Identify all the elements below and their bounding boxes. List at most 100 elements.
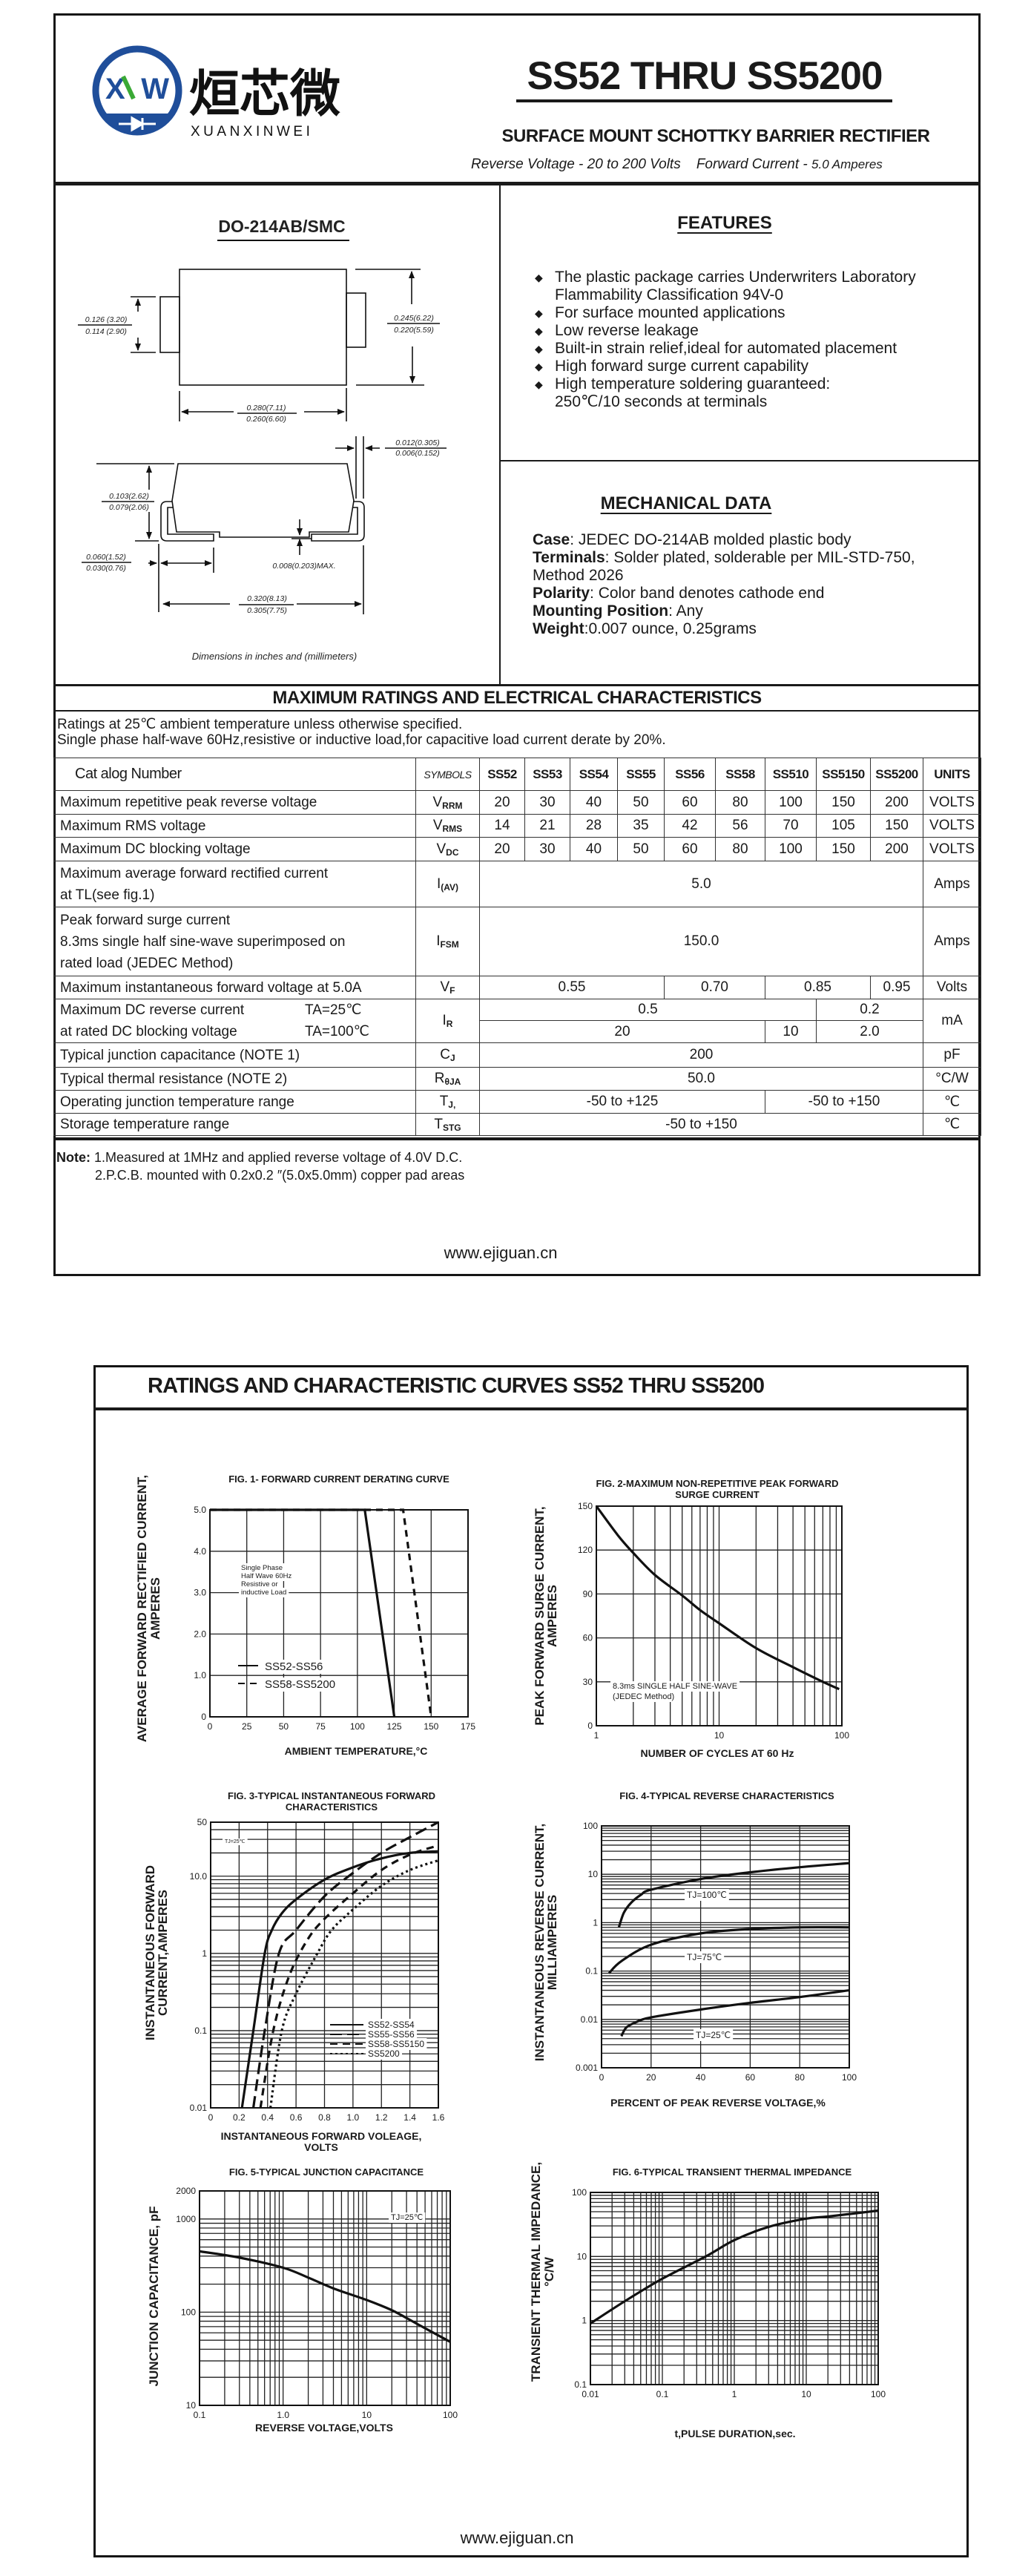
mechanical-key: Weight (533, 620, 584, 637)
y-tick-label: 3.0 (194, 1588, 206, 1598)
row-label-line: at TL(see fig.1) (60, 887, 155, 903)
symbol-main: C (440, 1047, 451, 1062)
x-axis-label: VOLTS (304, 2141, 338, 2153)
mechanical-key: Case (533, 531, 570, 548)
label-background (366, 2028, 418, 2040)
y-tick-label: 10 (577, 2251, 587, 2261)
feature-text: High forward surge current capability (555, 358, 808, 375)
y-axis-label: INSTANTANEOUS REVERSE CURRENT, (533, 1824, 547, 2062)
y-tick-label: 10 (588, 1869, 599, 1879)
header-divider (53, 182, 981, 185)
package-title: DO-214AB/SMC (218, 217, 345, 236)
row-value: 40 (570, 790, 618, 815)
dim-lead-width-max: 0.126 (3.20) (85, 315, 128, 324)
package-drawing: DO-214AB/SMC 0.126 (3.20) 0.114 (2.90) 0… (78, 217, 447, 662)
symbol-subscript: FSM (440, 939, 459, 950)
row-unit: °C/W (923, 1067, 981, 1091)
legend-label: SS55-SS56 (368, 2029, 415, 2040)
mechanical-value: : JEDEC DO-214AB molded plastic body (570, 531, 852, 548)
symbol-subscript: RRM (442, 800, 463, 811)
row-label-text: Maximum DC reverse current (60, 1002, 245, 1018)
x-tick-label: 100 (443, 2410, 458, 2420)
dim-lead-length-min: 0.030(0.76) (86, 564, 126, 573)
logo-chinese-name: 烜芯微 (189, 66, 340, 122)
row-label-line: Storage temperature range (60, 1117, 230, 1132)
ratings-condition-2: Single phase half-wave 60Hz,resistive or… (57, 732, 666, 748)
symbol-subscript: θJA (444, 1077, 461, 1087)
row-value: 200 (870, 837, 923, 861)
y-axis-label: AMPERES (545, 1585, 559, 1647)
series-line-ss52-ss54 (240, 1850, 439, 2109)
dim-lead-width-min: 0.114 (2.90) (85, 327, 127, 336)
x-tick-label: 1 (732, 2389, 737, 2399)
series-line-curve (590, 2209, 879, 2324)
x-tick-label: 100 (834, 1730, 849, 1741)
row-value: 0.95 (870, 976, 923, 999)
chart-annotation: TJ=25℃ (391, 2213, 423, 2222)
x-tick-label: 0.8 (318, 2112, 331, 2123)
x-tick-label: 150 (424, 1721, 438, 1732)
x-tick-label: 60 (745, 2072, 756, 2083)
row-value: 56 (715, 814, 765, 838)
row-label-line: Maximum average forward rectified curren… (60, 865, 329, 881)
x-tick-label: 125 (387, 1721, 402, 1732)
chart-annotation: inductive Load (241, 1588, 286, 1597)
plot-frame (596, 1505, 843, 1726)
feature-text: Built-in strain relief,ideal for automat… (555, 340, 897, 357)
row-label: Peak forward surge current 8.3ms single h… (53, 907, 416, 976)
feature-text: The plastic package carries Underwriters… (555, 269, 916, 286)
row-unit: ℃ (923, 1113, 981, 1136)
x-tick-label: 75 (315, 1721, 326, 1732)
forward-current-value: 5.0 Amperes (811, 157, 883, 171)
row-label: Typical junction capacitance (NOTE 1) (53, 1042, 416, 1068)
part-range-title: SS52 THRU SS5200 (527, 54, 883, 98)
forward-current-label: Forward Current - (696, 157, 812, 172)
y-tick-label: 60 (583, 1633, 593, 1643)
dim-body-length-min: 0.260(6.60) (246, 415, 286, 424)
header-part-ss55: SS55 (617, 758, 665, 791)
x-tick-label: 0.1 (656, 2389, 669, 2399)
x-tick-label: 10 (714, 1730, 725, 1741)
label-background (685, 1889, 729, 1901)
symbol-subscript: (AV) (441, 881, 459, 893)
feature-item: ◆ High temperature soldering guaranteed: 2… (535, 375, 972, 411)
row-label-line: Maximum instantaneous forward voltage at… (60, 979, 362, 996)
row-value: 14 (479, 814, 525, 838)
note-1: 1.Measured at 1MHz and applied reverse v… (94, 1150, 463, 1165)
chart-annotation: 8.3ms SINGLE HALF SINE-WAVE (613, 1682, 737, 1691)
package-right-tab (346, 292, 366, 348)
notes-label: Note: (56, 1150, 90, 1165)
symbol-main: I (442, 1013, 447, 1028)
label-background (366, 2048, 403, 2060)
x-tick-label: 0.1 (194, 2410, 206, 2420)
label-background (610, 1692, 677, 1702)
x-tick-label: 1 (594, 1730, 599, 1741)
row-label: Maximum repetitive peak reverse voltage (53, 790, 416, 815)
row-value: 150 (816, 837, 871, 861)
feature-text: 250℃/10 seconds at terminals (555, 393, 768, 410)
x-tick-label: 1.6 (432, 2112, 445, 2123)
x-axis-label: PERCENT OF PEAK REVERSE VOLTAGE,% (610, 2097, 826, 2109)
curves-footer-url[interactable]: www.ejiguan.cn (460, 2529, 574, 2547)
row-label-line: Operating junction temperature range (60, 1094, 294, 1110)
title-underline (516, 99, 892, 102)
chart-annotation: Single Phase (241, 1564, 283, 1572)
x-tick-label: 20 (646, 2072, 656, 2083)
header-part-ss58: SS58 (715, 758, 765, 791)
y-tick-label: 0.1 (574, 2379, 587, 2390)
y-tick-label: 1.0 (194, 1670, 206, 1680)
dim-overall-length-max: 0.320(8.13) (247, 594, 287, 603)
curves-title-divider (93, 1407, 969, 1410)
row-value: 20 (479, 837, 525, 861)
features-list: ◆ The plastic package carries Underwriter… (535, 269, 972, 411)
y-tick-label: 0 (201, 1712, 206, 1722)
feature-item: ◆ The plastic package carries Underwriter… (535, 269, 972, 304)
table-row: Maximum instantaneous forward voltage at… (53, 976, 981, 999)
row-symbol: IFSM (415, 907, 480, 976)
legend-label: SS58-SS5200 (265, 1678, 335, 1691)
x-axis-label: AMBIENT TEMPERATURE,°C (285, 1745, 428, 1757)
plot-frame (199, 2190, 451, 2406)
dim-height-max: 0.103(2.62) (109, 492, 149, 501)
header-part-ss53: SS53 (524, 758, 570, 791)
footer-url[interactable]: www.ejiguan.cn (444, 1243, 558, 1262)
